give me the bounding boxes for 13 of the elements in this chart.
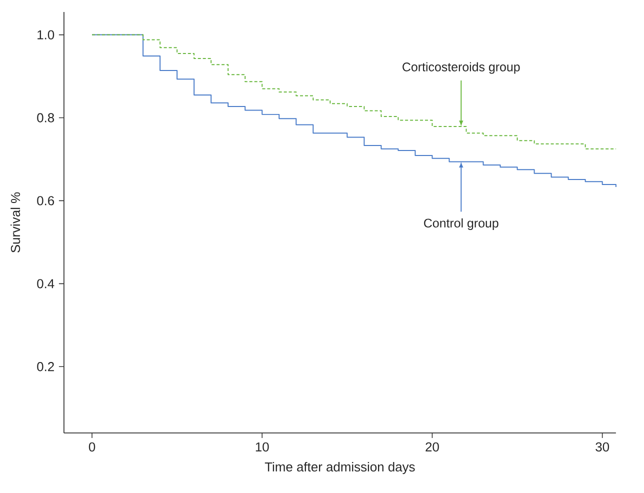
annotation: Corticosteroids group	[402, 62, 520, 74]
y-tick-label: 0.6	[37, 196, 54, 206]
y-tick-label: 1.0	[38, 30, 54, 40]
x-axis-title: Time after admission days	[264, 462, 415, 474]
x-tick-label: 10	[256, 442, 269, 452]
y-tick-label: 0.2	[37, 362, 54, 372]
x-tick-label: 0	[88, 442, 96, 452]
x-tick-label: 20	[426, 442, 439, 452]
y-tick-label: 0.4	[37, 279, 54, 288]
annotation: Control group	[424, 218, 498, 230]
x-tick-label: 30	[596, 442, 610, 452]
y-axis-title: Survival %	[10, 192, 20, 252]
y-tick-label: 0.8	[37, 113, 54, 122]
